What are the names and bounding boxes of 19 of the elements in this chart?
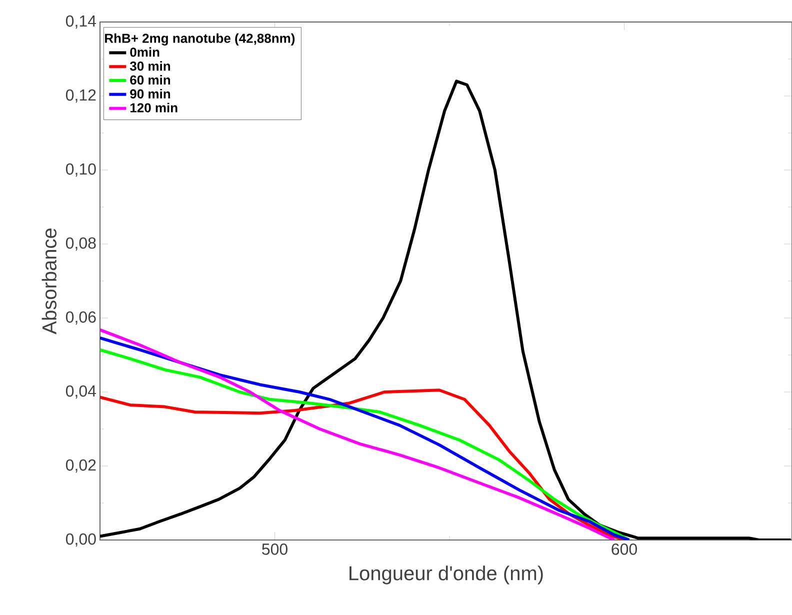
legend-label: 120 min [130,102,178,112]
y-tick-label: 0,06 [66,311,96,325]
y-tick-label: 0,00 [66,533,96,547]
y-axis-title: Absorbance [42,228,57,334]
legend-label: 30 min [130,61,170,71]
y-tick-label: 0,12 [66,89,96,103]
y-tick-label: 0,02 [66,459,96,473]
y-tick-label: 0,10 [66,163,96,177]
y-tick-label: 0,08 [66,237,96,251]
x-tick-label: 600 [612,544,637,555]
line-series [100,388,626,540]
y-tick-label: 0,04 [66,385,96,399]
legend-title: RhB+ 2mg nanotube (42,88nm) [105,33,295,46]
y-tick-label: 0,14 [66,15,96,29]
x-tick-label: 500 [262,544,288,555]
legend-label: 60 min [130,75,170,85]
x-axis-title: Longueur d'onde (nm) [350,566,543,584]
legend-label: 0min [130,47,160,57]
legend-label: 90 min [130,88,170,99]
